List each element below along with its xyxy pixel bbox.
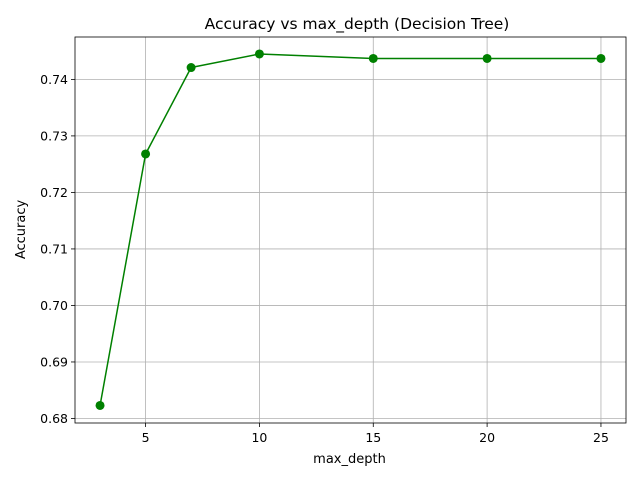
y-tick-label: 0.72 bbox=[40, 185, 68, 200]
data-points bbox=[95, 49, 606, 410]
x-tick-label: 20 bbox=[479, 430, 495, 445]
data-point bbox=[141, 149, 151, 159]
axes bbox=[71, 36, 627, 427]
chart-title: Accuracy vs max_depth (Decision Tree) bbox=[205, 15, 510, 34]
x-axis-label: max_depth bbox=[313, 452, 386, 467]
y-tick-label: 0.71 bbox=[40, 241, 68, 256]
series-line-layer bbox=[99, 53, 601, 406]
accuracy-series-line bbox=[99, 53, 601, 406]
y-tick-label: 0.70 bbox=[40, 298, 68, 313]
data-point bbox=[482, 53, 492, 63]
data-point bbox=[596, 53, 606, 63]
y-tick-label: 0.68 bbox=[40, 411, 68, 426]
plot-frame bbox=[74, 36, 627, 424]
y-tick-label: 0.74 bbox=[40, 72, 68, 87]
data-point bbox=[254, 49, 264, 59]
data-point bbox=[186, 63, 196, 73]
x-tick-label: 25 bbox=[593, 430, 609, 445]
y-tick-label: 0.69 bbox=[40, 354, 68, 369]
data-point bbox=[368, 53, 378, 63]
x-tick-label: 5 bbox=[142, 430, 150, 445]
x-tick-label: 10 bbox=[251, 430, 267, 445]
data-point bbox=[95, 400, 105, 410]
grid-lines bbox=[75, 37, 626, 423]
y-axis-label: Accuracy bbox=[14, 200, 29, 260]
x-tick-label: 15 bbox=[365, 430, 381, 445]
y-tick-label: 0.73 bbox=[40, 128, 68, 143]
tick-labels: 5 10 15 20 25 0.68 0.69 0.70 0.71 0.72 0.73 0.74 bbox=[40, 72, 609, 445]
